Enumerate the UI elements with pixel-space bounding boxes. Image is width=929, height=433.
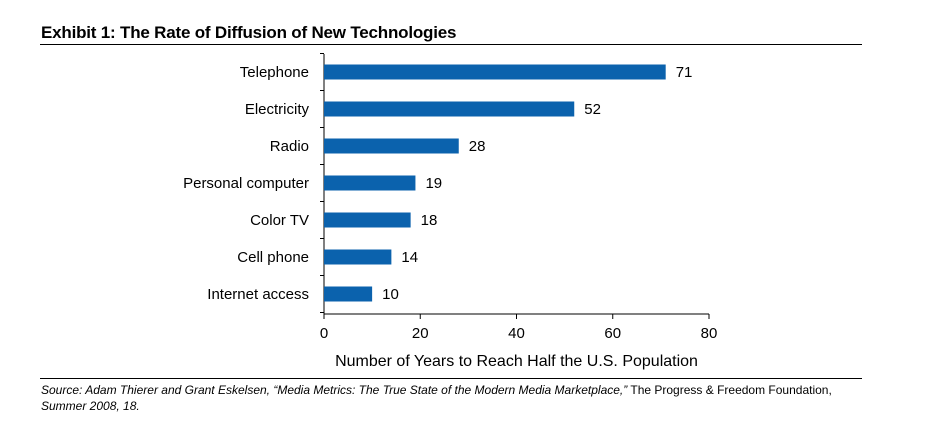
category-label: Internet access: [207, 286, 309, 303]
x-tick-label: 80: [701, 325, 718, 342]
data-label: 71: [676, 64, 693, 81]
source-prefix: Source: Adam Thierer and Grant Eskelsen,…: [41, 383, 628, 397]
chart-title: Exhibit 1: The Rate of Diffusion of New …: [41, 23, 457, 42]
source-note: Source: Adam Thierer and Grant Eskelsen,…: [41, 382, 861, 414]
data-label: 28: [469, 138, 486, 155]
footer-rule: [40, 378, 862, 379]
category-label: Telephone: [240, 64, 309, 81]
bar-cell-phone: [324, 249, 392, 265]
x-tick-label: 20: [412, 325, 429, 342]
category-label: Cell phone: [237, 249, 309, 266]
x-tick-label: 0: [320, 325, 328, 342]
category-label: Radio: [270, 138, 309, 155]
data-label: 14: [401, 249, 418, 266]
source-publisher: The Progress & Freedom Foundation,: [627, 383, 832, 397]
bar-radio: [324, 138, 459, 154]
bar-telephone: [324, 64, 666, 80]
title-rule: [40, 44, 862, 45]
x-tick-label: 40: [508, 325, 525, 342]
data-label: 19: [425, 175, 442, 192]
bar-color-tv: [324, 212, 411, 228]
x-axis-label: Number of Years to Reach Half the U.S. P…: [335, 353, 698, 370]
category-label: Color TV: [250, 212, 309, 229]
bar-internet-access: [324, 286, 373, 302]
bar-electricity: [324, 101, 575, 117]
category-label: Personal computer: [183, 175, 309, 192]
x-tick-label: 60: [604, 325, 621, 342]
source-date: Summer 2008, 18.: [41, 399, 140, 413]
data-label: 18: [421, 212, 438, 229]
bar-personal-computer: [324, 175, 416, 191]
data-label: 10: [382, 286, 399, 303]
category-label: Electricity: [245, 101, 310, 118]
data-label: 52: [584, 101, 601, 118]
